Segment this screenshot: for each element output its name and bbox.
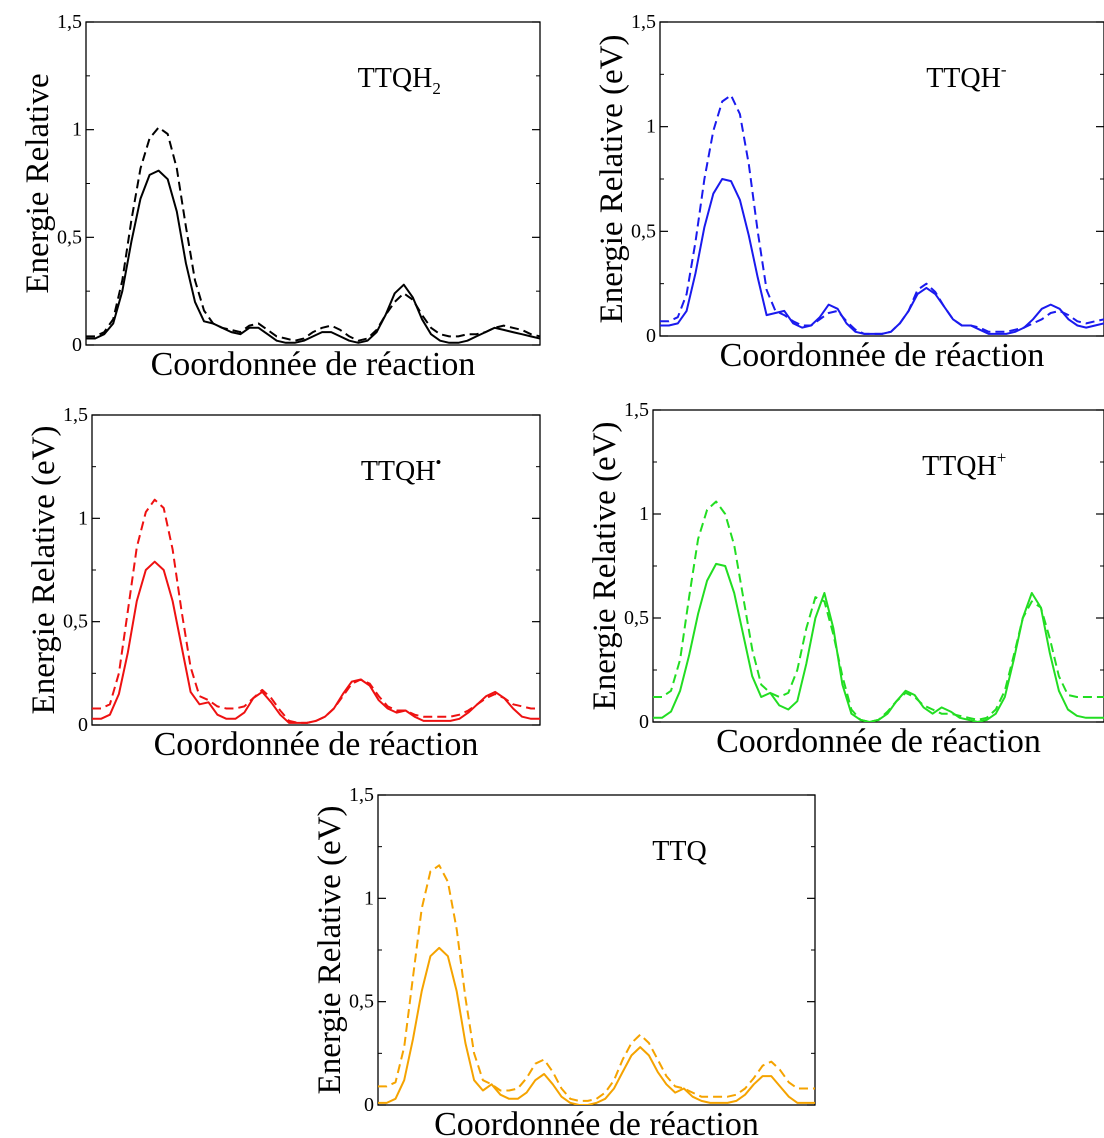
panel-title-main: TTQH (358, 63, 433, 94)
panel-title-main: TTQH (361, 456, 436, 487)
panel-ttq: 0 0,5 1 1,5 Coordonnée de réaction Energie Re… (312, 784, 816, 1138)
series-line-solid (86, 169, 540, 344)
y-tick-label: 0 (639, 711, 649, 733)
panel-title-superscript: • (435, 453, 441, 472)
panel-ttqh-plus: 0 0,5 1 1,5 Coordonnée de réaction Energie Re… (587, 399, 1104, 760)
y-tick-label: 0 (78, 714, 88, 736)
panel-title-main: TTQH (922, 451, 997, 482)
panel-title-subscript: 2 (432, 79, 441, 98)
series-line-dashed (92, 498, 540, 724)
panel-ttqh2: 0 0,5 1 1,5 Coordonnée de réaction Energie Re… (20, 11, 541, 383)
panel-title-superscript: + (997, 448, 1007, 467)
y-tick-label: 0,5 (631, 220, 656, 242)
panel-title: TTQH2 (358, 63, 441, 98)
y-axis-label: Energie Relative (eV) (594, 35, 630, 324)
x-axis-label: Coordonnée de réaction (154, 726, 479, 763)
plot-frame (91, 414, 541, 726)
y-axis-label: Energie Relative (20, 73, 56, 293)
panel-title-superscript: - (1001, 60, 1007, 79)
panel-ttqh-radical: 0 0,5 1 1,5 Coordonnée de réaction Energie Re… (26, 404, 541, 763)
series-line-dashed (86, 126, 540, 342)
panel-title: TTQH+ (922, 448, 1006, 482)
series-line-solid (653, 562, 1104, 722)
y-tick-label: 1,5 (631, 11, 656, 33)
panel-ttqh-minus: 0 0,5 1 1,5 Coordonnée de réaction Energie Re… (594, 11, 1104, 374)
plot-frame (85, 21, 541, 346)
plot-frame (652, 409, 1104, 723)
y-tick-label: 0,5 (63, 611, 88, 633)
y-tick-label: 1 (78, 507, 88, 529)
x-axis-label: Coordonnée de réaction (151, 346, 476, 383)
x-axis-label: Coordonnée de réaction (716, 723, 1041, 760)
panel-title: TTQ (652, 836, 706, 867)
y-axis-label: Energie Relative (eV) (587, 422, 623, 711)
series-line-dashed (660, 94, 1104, 335)
plot-frame (659, 21, 1104, 337)
y-tick-label: 1 (364, 887, 374, 909)
y-tick-label: 1 (72, 119, 82, 141)
series-line-dashed (378, 864, 815, 1102)
y-tick-label: 0 (364, 1094, 374, 1116)
y-tick-label: 0,5 (349, 991, 374, 1013)
y-tick-label: 1,5 (624, 399, 649, 421)
y-tick-label: 0 (72, 334, 82, 356)
y-tick-label: 1 (646, 116, 656, 138)
y-tick-label: 0,5 (624, 607, 649, 629)
y-tick-label: 0,5 (57, 226, 82, 248)
y-tick-label: 1 (639, 503, 649, 525)
y-axis-label: Energie Relative (eV) (312, 806, 348, 1095)
series-line-solid (92, 560, 540, 724)
x-axis-label: Coordonnée de réaction (434, 1106, 759, 1138)
y-tick-label: 1,5 (57, 11, 82, 33)
y-tick-label: 1,5 (63, 404, 88, 426)
y-tick-label: 1,5 (349, 784, 374, 806)
y-axis-label: Energie Relative (eV) (26, 426, 62, 715)
plot-frame (377, 794, 816, 1106)
series-line-dashed (653, 500, 1104, 722)
y-tick-label: 0 (646, 325, 656, 347)
series-line-solid (378, 946, 815, 1105)
x-axis-label: Coordonnée de réaction (720, 337, 1045, 374)
series-line-solid (660, 178, 1104, 335)
panel-title-main: TTQH (926, 63, 1001, 94)
panel-title: TTQH- (926, 60, 1007, 94)
panel-title-main: TTQ (652, 836, 706, 867)
panel-title: TTQH• (361, 453, 442, 487)
